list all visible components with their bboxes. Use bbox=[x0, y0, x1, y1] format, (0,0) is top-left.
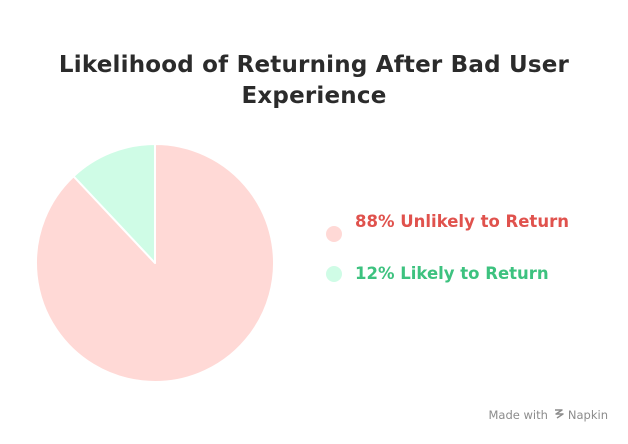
legend-swatch-likely bbox=[326, 266, 342, 282]
watermark-prefix: Made with bbox=[488, 408, 548, 422]
chart-title: Likelihood of Returning After Bad User E… bbox=[58, 52, 570, 109]
pie-slice-unlikely bbox=[35, 143, 275, 383]
legend-item-likely: 12% Likely to Return bbox=[326, 262, 586, 286]
chart-legend: 88% Unlikely to Return 12% Likely to Ret… bbox=[326, 210, 586, 314]
pie-slice-likely bbox=[72, 143, 156, 264]
made-with-napkin-watermark: Made with Napkin bbox=[489, 408, 609, 422]
legend-item-unlikely: 88% Unlikely to Return bbox=[326, 210, 586, 242]
napkin-logo-icon bbox=[554, 408, 564, 422]
legend-label-likely: 12% Likely to Return bbox=[355, 264, 549, 283]
watermark-brand: Napkin bbox=[567, 408, 608, 422]
legend-swatch-unlikely bbox=[326, 226, 342, 242]
legend-label-unlikely: 88% Unlikely to Return bbox=[355, 212, 569, 231]
